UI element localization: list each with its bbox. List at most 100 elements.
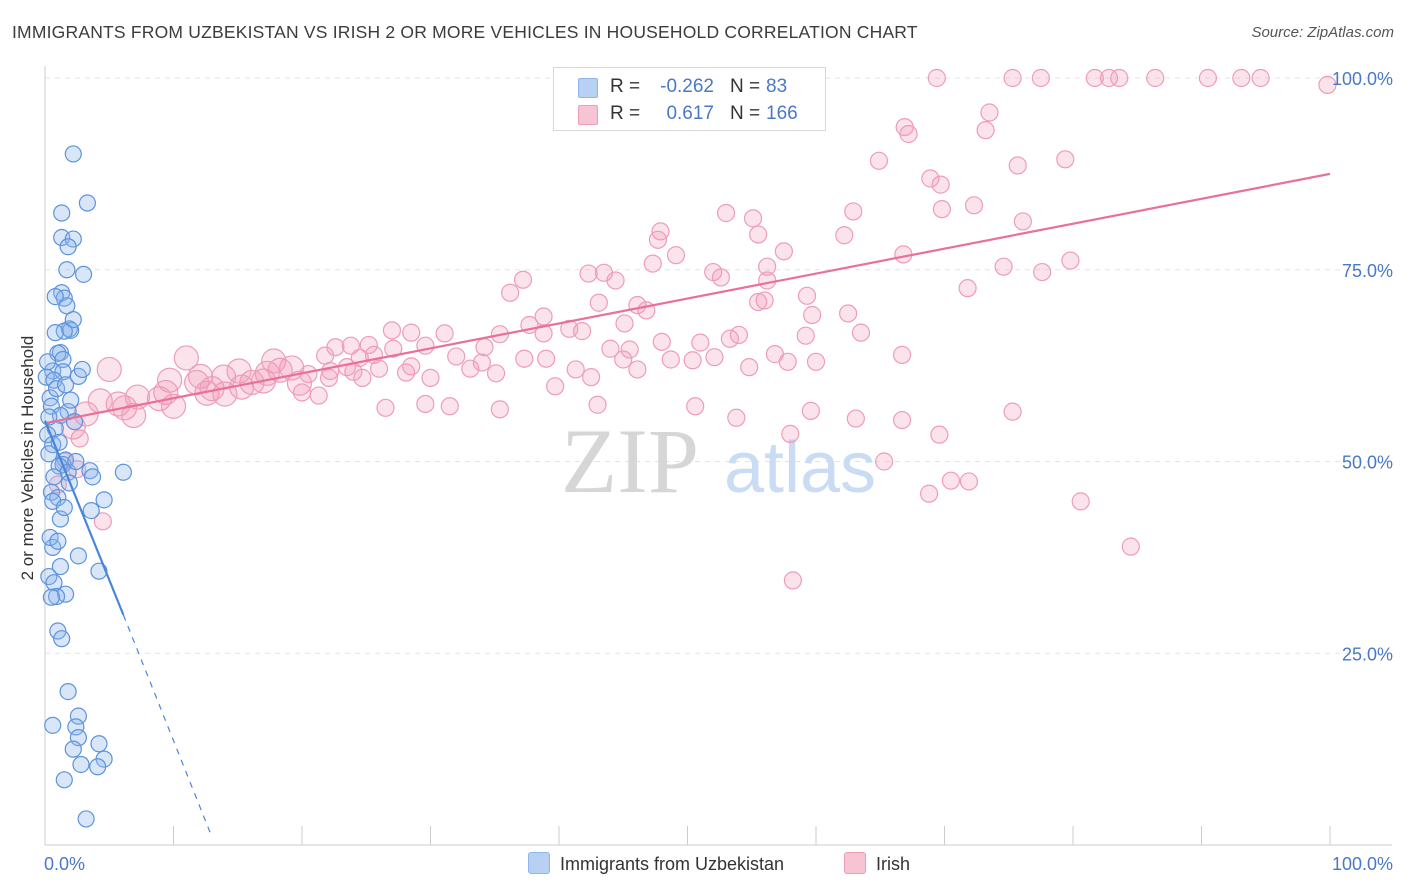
irish-point xyxy=(1003,402,1022,421)
irish-point xyxy=(472,353,491,372)
uzbekistan-point xyxy=(69,547,88,565)
irish-point xyxy=(783,571,802,590)
irish-point xyxy=(416,394,435,414)
uzbekistan-point xyxy=(53,204,71,222)
irish-point xyxy=(716,203,736,223)
irish-point xyxy=(447,347,466,366)
uzbekistan-trend-extension xyxy=(122,614,213,838)
uzbekistan-points xyxy=(37,145,132,828)
legend-label-irish: Irish xyxy=(876,854,911,874)
uzbekistan-point xyxy=(40,445,58,463)
irish-point xyxy=(70,429,89,448)
irish-point xyxy=(1061,251,1080,270)
legend-swatch-irish xyxy=(844,852,866,874)
x-tick-label-min: 0.0% xyxy=(44,854,85,874)
irish-point xyxy=(402,323,421,342)
uzbekistan-point xyxy=(42,397,61,415)
irish-point xyxy=(1232,68,1251,88)
irish-point xyxy=(1003,68,1022,88)
irish-point xyxy=(601,339,620,358)
irish-point xyxy=(749,292,768,312)
irish-point xyxy=(435,324,454,343)
y-tick-label: 50.0% xyxy=(1342,453,1393,473)
irish-point xyxy=(835,226,854,245)
uzbekistan-point xyxy=(74,265,93,283)
irish-point xyxy=(846,409,865,428)
tick-labels: 25.0% 50.0% 75.0% 100.0% 0.0% 100.0% xyxy=(44,69,1393,874)
irish-point xyxy=(686,397,705,416)
axes xyxy=(44,66,1392,846)
uzbekistan-point xyxy=(47,380,66,398)
irish-point xyxy=(614,350,633,369)
uzbekistan-point xyxy=(72,755,90,774)
watermark-atlas: atlas xyxy=(724,428,876,508)
irish-trend-line xyxy=(44,172,1331,425)
irish-point xyxy=(440,397,459,416)
irish-point xyxy=(683,351,702,370)
irish-point xyxy=(96,356,122,383)
irish-point xyxy=(851,323,871,342)
irish-point xyxy=(899,124,918,144)
irish-point xyxy=(560,319,579,338)
irish-point xyxy=(537,349,556,368)
irish-point xyxy=(316,346,335,365)
irish-point xyxy=(382,321,402,340)
irish-point xyxy=(666,246,686,265)
irish-point xyxy=(921,169,940,188)
legend-swatch-uzbekistan xyxy=(528,852,550,874)
irish-point xyxy=(711,268,731,287)
uzbekistan-point xyxy=(67,452,85,471)
trend-lines xyxy=(43,172,1331,838)
uzbekistan-point xyxy=(46,287,64,306)
uzbekistan-point xyxy=(69,707,88,725)
irish-point xyxy=(729,325,749,345)
irish-point xyxy=(1071,492,1090,511)
irish-point xyxy=(384,339,403,358)
irish-point xyxy=(60,414,86,440)
irish-point xyxy=(740,358,759,377)
irish-point xyxy=(892,410,912,430)
irish-point xyxy=(534,324,553,343)
irish-point xyxy=(620,340,639,359)
irish-point xyxy=(691,333,710,352)
correlation-legend: R = -0.262 N = 83 R = 0.617 N = 166 xyxy=(553,67,826,131)
irish-point xyxy=(515,349,534,368)
irish-point xyxy=(806,352,826,371)
irish-point xyxy=(615,314,634,333)
legend-label-uzbekistan: Immigrants from Uzbekistan xyxy=(560,854,785,874)
irish-point xyxy=(588,395,607,414)
legend-item-uzbekistan[interactable]: Immigrants from Uzbekistan xyxy=(528,852,784,875)
uzbekistan-point xyxy=(59,682,77,701)
irish-point xyxy=(546,377,565,396)
source-label: Source: ZipAtlas.com xyxy=(1251,24,1394,41)
irish-point xyxy=(1121,537,1140,556)
uzbekistan-point xyxy=(47,587,66,606)
legend-item-irish[interactable]: Irish xyxy=(844,852,910,875)
uzbekistan-point xyxy=(55,498,73,517)
uzbekistan-point xyxy=(62,391,80,409)
uzbekistan-point xyxy=(64,311,82,329)
uzbekistan-point xyxy=(42,588,61,606)
irish-point xyxy=(652,332,671,351)
irish-point xyxy=(869,151,889,170)
chart-title: IMMIGRANTS FROM UZBEKISTAN VS IRISH 2 OR… xyxy=(12,22,918,42)
legend-swatch-uzbekistan xyxy=(578,78,598,98)
legend-row-uzbekistan: R = -0.262 N = 83 xyxy=(554,74,825,100)
irish-point xyxy=(309,386,328,405)
uzbekistan-point xyxy=(38,353,57,371)
irish-points xyxy=(48,68,1337,590)
uzbekistan-point xyxy=(55,771,73,789)
uzbekistan-point xyxy=(83,468,102,486)
uzbekistan-point xyxy=(51,557,70,576)
uzbekistan-point xyxy=(45,574,63,592)
legend-n-label: N = xyxy=(730,76,761,97)
legend-n-value: 83 xyxy=(766,76,788,97)
irish-point xyxy=(1056,150,1075,169)
irish-point xyxy=(1031,68,1050,88)
uzbekistan-point xyxy=(53,630,71,648)
y-tick-label: 100.0% xyxy=(1332,69,1393,89)
legend-r-label: R = xyxy=(610,103,641,124)
irish-point xyxy=(461,359,480,378)
uzbekistan-point xyxy=(41,528,59,547)
legend-n-label: N = xyxy=(730,103,761,124)
